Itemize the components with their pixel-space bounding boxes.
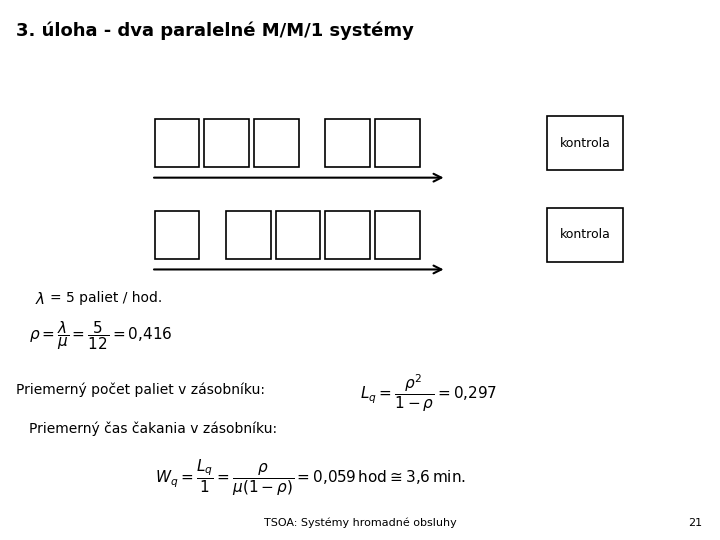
Bar — [226, 211, 271, 259]
Text: = 5 paliet / hod.: = 5 paliet / hod. — [50, 291, 163, 305]
Bar — [547, 208, 623, 262]
Bar — [155, 211, 199, 259]
Text: $W_q = \dfrac{L_q}{1} = \dfrac{\rho}{\mu(1-\rho)} = 0{,}059\,\mathrm{hod} \cong : $W_q = \dfrac{L_q}{1} = \dfrac{\rho}{\mu… — [155, 458, 466, 498]
Text: $\rho = \dfrac{\lambda}{\mu} = \dfrac{5}{12} = 0{,}416$: $\rho = \dfrac{\lambda}{\mu} = \dfrac{5}… — [29, 320, 172, 353]
Text: Priemerný počet paliet v zásobníku:: Priemerný počet paliet v zásobníku: — [16, 382, 265, 397]
Text: TSOA: Systémy hromadné obsluhy: TSOA: Systémy hromadné obsluhy — [264, 518, 456, 528]
Text: $\lambda$: $\lambda$ — [35, 291, 45, 307]
Bar — [375, 211, 420, 259]
Text: 21: 21 — [688, 518, 702, 528]
Text: kontrola: kontrola — [559, 137, 611, 150]
Text: 3. úloha - dva paralelné M/M/1 systémy: 3. úloha - dva paralelné M/M/1 systémy — [16, 22, 414, 40]
Bar — [276, 211, 320, 259]
Text: Priemerný čas čakania v zásobníku:: Priemerný čas čakania v zásobníku: — [29, 421, 277, 436]
Bar — [325, 119, 370, 167]
Bar — [325, 211, 370, 259]
Bar — [204, 119, 249, 167]
Bar — [375, 119, 420, 167]
Bar — [547, 116, 623, 170]
Bar — [254, 119, 299, 167]
Text: kontrola: kontrola — [559, 228, 611, 241]
Text: $L_q = \dfrac{\rho^2}{1-\rho} = 0{,}297$: $L_q = \dfrac{\rho^2}{1-\rho} = 0{,}297$ — [360, 373, 498, 414]
Bar — [155, 119, 199, 167]
